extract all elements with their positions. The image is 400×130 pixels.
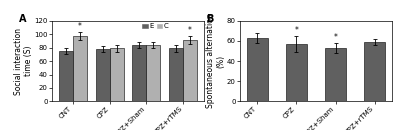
Text: B: B	[206, 14, 214, 24]
Y-axis label: Social interaction
time (S): Social interaction time (S)	[14, 28, 33, 95]
Bar	[247, 38, 268, 101]
Text: A: A	[18, 14, 26, 24]
Bar	[364, 42, 385, 101]
Bar	[169, 48, 183, 101]
Legend: E, C: E, C	[142, 24, 168, 30]
Text: *: *	[334, 33, 338, 42]
Bar	[96, 49, 110, 101]
Bar	[73, 36, 87, 101]
Bar	[132, 45, 146, 101]
Bar	[183, 40, 197, 101]
Bar	[146, 45, 160, 101]
Text: *: *	[78, 22, 82, 31]
Bar	[325, 48, 346, 101]
Bar	[110, 48, 124, 101]
Text: *: *	[294, 26, 298, 35]
Bar	[59, 51, 73, 101]
Y-axis label: Spontaneous alternation
(%): Spontaneous alternation (%)	[206, 14, 226, 108]
Bar	[286, 44, 307, 101]
Text: *: *	[188, 26, 192, 35]
